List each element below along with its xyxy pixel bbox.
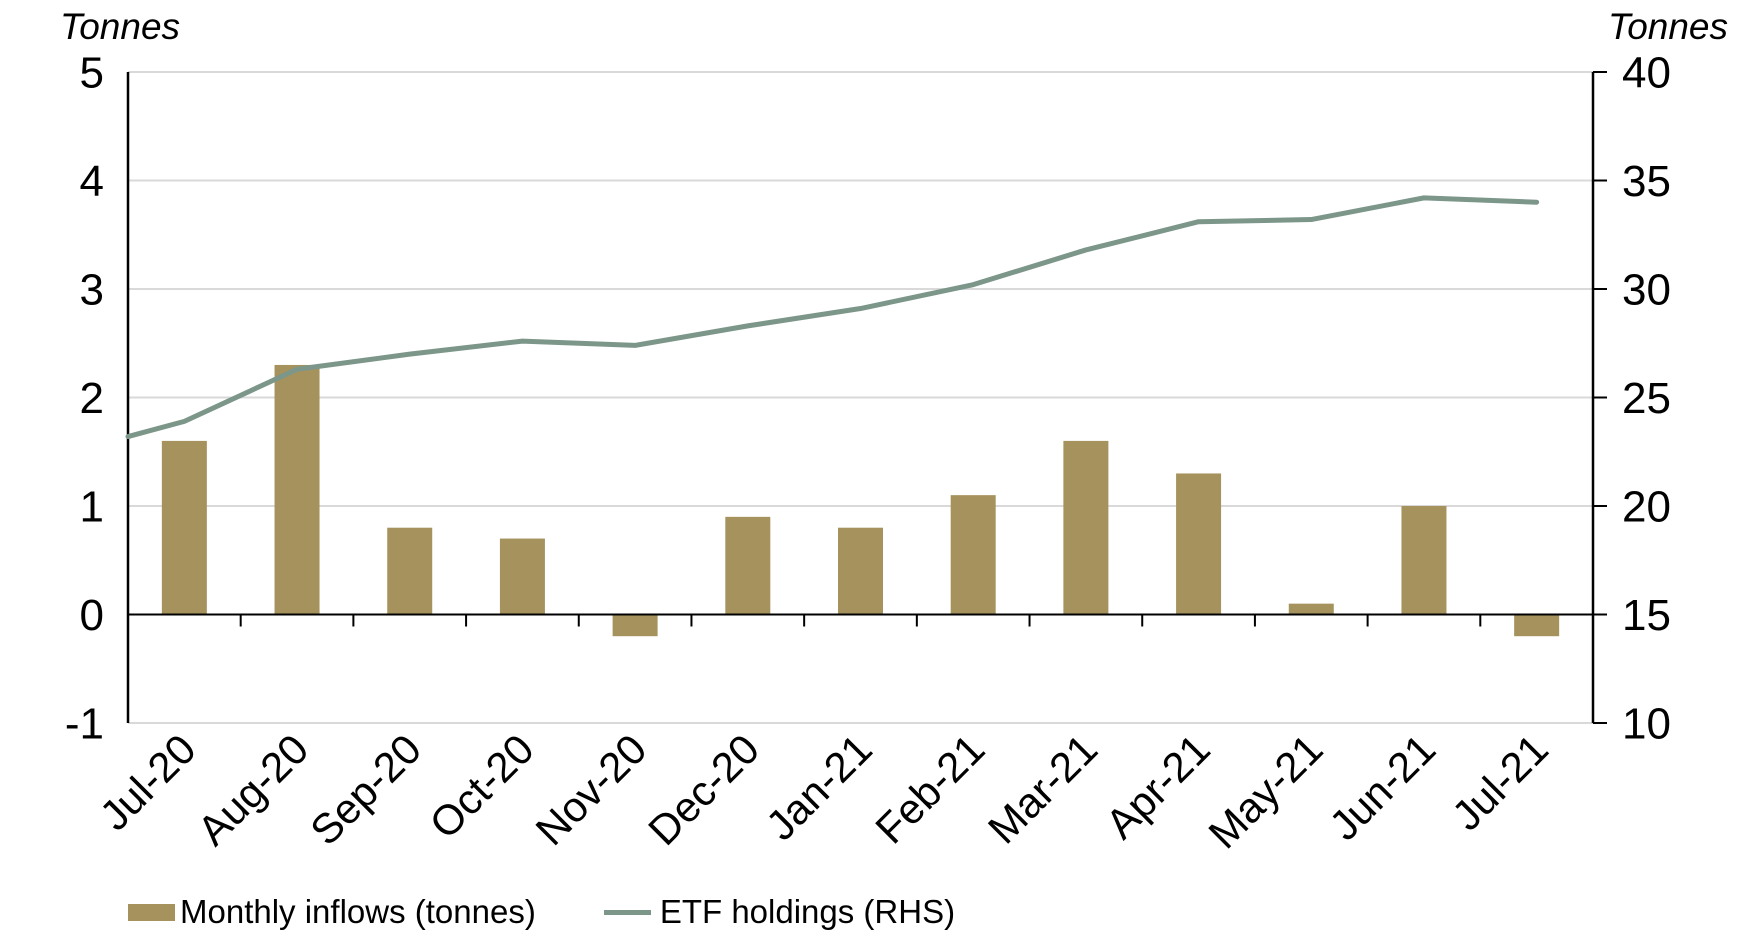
bar-jun-21 — [1401, 506, 1447, 615]
bar-oct-20 — [499, 538, 545, 615]
right-axis-tick-label: 35 — [1622, 157, 1671, 206]
bar-dec-20 — [725, 516, 771, 615]
left-axis-tick-label: 0 — [80, 591, 104, 640]
line-swatch-icon — [603, 909, 651, 915]
bar-may-21 — [1288, 603, 1334, 615]
legend-label-monthly-inflows: Monthly inflows (tonnes) — [180, 893, 536, 930]
legend-item-monthly-inflows: Monthly inflows (tonnes) — [128, 893, 536, 931]
left-axis-title: Tonnes — [60, 6, 181, 47]
left-axis-tick-label: 2 — [80, 374, 104, 423]
left-axis-tick-label: 1 — [80, 482, 104, 531]
right-axis-tick-label: 25 — [1622, 374, 1671, 423]
right-axis-tick-label: 40 — [1622, 48, 1671, 97]
right-axis-tick-label: 30 — [1622, 265, 1671, 314]
bar-jul-20 — [161, 440, 207, 615]
x-axis-label-oct-20: Oct-20 — [420, 725, 542, 847]
bar-mar-21 — [1063, 440, 1109, 615]
bar-sep-20 — [387, 527, 433, 615]
x-axis-label-nov-20: Nov-20 — [526, 725, 655, 854]
bar-jul-21 — [1514, 614, 1560, 637]
etf-holdings-line — [125, 195, 1540, 440]
x-axis-label-apr-21: Apr-21 — [1097, 725, 1219, 847]
x-axis-label-jul-20: Jul-20 — [91, 725, 205, 839]
left-axis-tick-label: -1 — [65, 699, 104, 748]
x-axis-label-sep-20: Sep-20 — [301, 725, 430, 854]
legend-label-etf-holdings: ETF holdings (RHS) — [659, 893, 956, 930]
x-axis-label-feb-21: Feb-21 — [866, 725, 993, 852]
right-axis-tick-label: 15 — [1622, 591, 1671, 640]
bar-nov-20 — [612, 614, 658, 637]
bar-jan-21 — [838, 527, 883, 615]
right-axis-tick-label: 20 — [1622, 482, 1671, 531]
right-axis-title: Tonnes — [1607, 6, 1728, 47]
x-axis-label-jan-21: Jan-21 — [757, 725, 881, 849]
left-axis-tick-label: 3 — [80, 265, 104, 314]
left-axis-tick-label: 5 — [80, 48, 104, 97]
x-axis-label-jul-21: Jul-21 — [1443, 725, 1557, 839]
x-axis-label-jun-21: Jun-21 — [1320, 725, 1444, 849]
left-axis-tick-label: 4 — [80, 157, 104, 206]
x-axis-label-aug-20: Aug-20 — [188, 725, 317, 854]
legend: Monthly inflows (tonnes) ETF holdings (R… — [128, 893, 955, 931]
bar-aug-20 — [274, 364, 320, 615]
bar-apr-21 — [1176, 473, 1222, 615]
bar-swatch-icon — [128, 903, 175, 921]
right-axis-tick-label: 10 — [1622, 699, 1671, 748]
bar-feb-21 — [950, 495, 996, 615]
x-axis-label-may-21: May-21 — [1199, 725, 1331, 857]
x-axis-label-mar-21: Mar-21 — [979, 725, 1106, 852]
x-axis-label-dec-20: Dec-20 — [639, 725, 768, 854]
legend-item-etf-holdings: ETF holdings (RHS) — [603, 893, 956, 931]
